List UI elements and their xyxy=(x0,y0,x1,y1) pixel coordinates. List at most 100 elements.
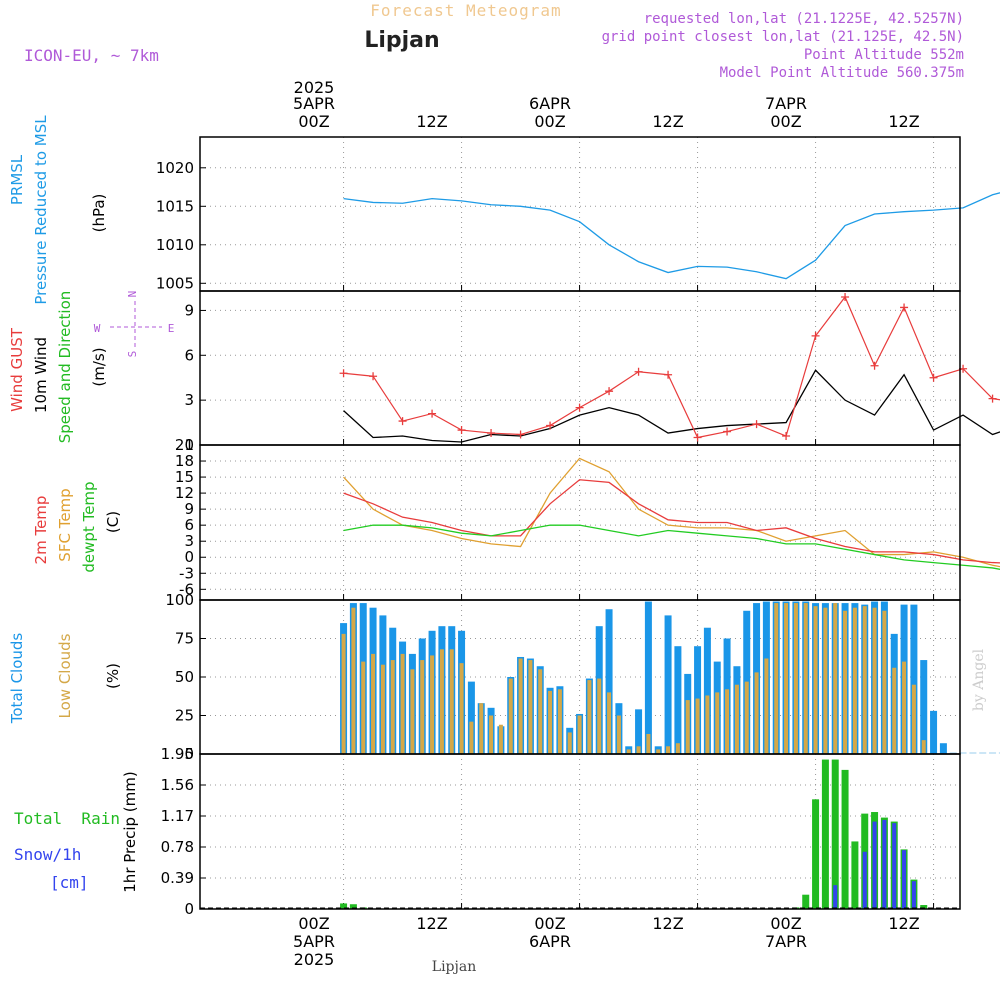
tsfc-label: SFC Temp xyxy=(56,488,74,561)
wind-side-labels: Wind GUST 10m Wind Speed and Direction (… xyxy=(8,291,174,444)
low-cloud-bar xyxy=(430,655,435,754)
precipitation-ytick-label: 0.39 xyxy=(161,869,194,887)
wind-mean-line xyxy=(343,369,1000,443)
precipitation-ytick-label: 0 xyxy=(184,900,194,918)
gust-marker xyxy=(546,421,555,430)
total-cloud-bar xyxy=(605,609,613,754)
temperature-frame xyxy=(199,444,961,601)
wind-ytick-label: 3 xyxy=(184,391,194,409)
rain-bar xyxy=(920,905,928,909)
precipitation-frame xyxy=(199,753,961,910)
low-cloud-bar xyxy=(725,689,730,754)
pressure-panel: 1005 1010 1015 1020 xyxy=(156,137,960,292)
rain-bar xyxy=(349,904,357,909)
top-time-0: 00Z xyxy=(298,112,329,131)
top-time-5: 12Z xyxy=(888,112,919,131)
temperature-ytick-label: 21 xyxy=(175,436,194,454)
gust-marker xyxy=(723,427,732,436)
precipitation-panel: 0 0.39 0.78 1.17 1.56 1.95 xyxy=(161,745,960,918)
low-cloud-bar xyxy=(793,603,798,754)
low-cloud-bar xyxy=(666,746,671,754)
t2m-label: 2m Temp xyxy=(32,496,50,565)
low-cloud-bar xyxy=(439,649,444,754)
low-cloud-bar xyxy=(902,661,907,754)
low-cloud-bar xyxy=(813,606,818,754)
pressure-ytick-label: 1020 xyxy=(156,159,194,177)
low-cloud-bar xyxy=(587,680,592,754)
pressure-ytick-label: 1005 xyxy=(156,274,194,292)
total-cloud-bar xyxy=(635,709,643,754)
low-cloud-bar xyxy=(420,660,425,754)
top-time-4: 00Z xyxy=(770,112,801,131)
bottom-time-axis: 00Z 12Z 00Z 12Z 00Z 12Z 5APR 6APR 7APR 2… xyxy=(293,914,920,969)
low-cloud-bar xyxy=(656,749,661,754)
precipitation-ytick-label: 0.78 xyxy=(161,838,194,856)
snow-label: Snow/1h xyxy=(14,845,81,864)
bottom-date-2: 6APR xyxy=(529,932,571,951)
low-cloud-bar xyxy=(577,715,582,754)
compass-n: N xyxy=(126,291,139,298)
low-clouds-label: Low Clouds xyxy=(56,633,74,718)
bottom-date-0: 5APR xyxy=(293,932,335,951)
low-cloud-bar xyxy=(803,603,808,754)
wind-ytick-label: 0 xyxy=(184,436,194,454)
low-cloud-bar xyxy=(341,633,346,754)
temperature-ytick-label: 0 xyxy=(184,548,194,566)
bottom-date-4: 7APR xyxy=(765,932,807,951)
model-altitude: Model Point Altitude 560.375m xyxy=(720,65,964,81)
low-cloud-bar xyxy=(852,607,857,754)
total-cloud-bar xyxy=(930,710,938,754)
low-cloud-bar xyxy=(843,610,848,754)
temp-side-labels: 2m Temp SFC Temp dewpt Temp (C) xyxy=(32,481,122,572)
snow-bar xyxy=(911,881,916,909)
wind-gust-label: Wind GUST xyxy=(8,327,26,412)
cloud-unit: (%) xyxy=(104,663,122,689)
gust-marker xyxy=(634,367,643,376)
requested-coords: requested lon,lat (21.1225E, 42.5257N) xyxy=(644,11,964,27)
low-cloud-bar xyxy=(508,678,513,754)
wind-unit: (m/s) xyxy=(90,347,108,386)
model-label: ICON-EU, ~ 7km xyxy=(24,46,159,65)
total-clouds-label: Total Clouds xyxy=(8,633,26,725)
rain-bar xyxy=(812,799,820,909)
gust-marker xyxy=(339,369,348,378)
low-cloud-bar xyxy=(823,607,828,754)
clouds-ytick-label: 50 xyxy=(175,668,194,686)
temperature-ytick-label: 15 xyxy=(175,468,194,486)
gust-marker xyxy=(900,303,909,312)
snow-bar xyxy=(833,885,838,909)
low-cloud-bar xyxy=(921,740,926,754)
precipitation-ytick-label: 1.95 xyxy=(161,745,194,763)
rain-bar xyxy=(851,841,859,909)
low-cloud-bar xyxy=(498,724,503,754)
clouds-ytick-label: 75 xyxy=(175,630,194,648)
temperature-ytick-label: 9 xyxy=(184,500,194,518)
low-cloud-bar xyxy=(833,603,838,754)
sfc-temp-line xyxy=(343,457,1000,568)
bottom-time-3: 12Z xyxy=(652,914,683,933)
wind-ytick-label: 6 xyxy=(184,346,194,364)
low-cloud-bar xyxy=(380,664,385,754)
low-cloud-bar xyxy=(489,715,494,754)
low-cloud-bar xyxy=(410,669,415,754)
gust-marker xyxy=(398,417,407,426)
top-time-3: 12Z xyxy=(652,112,683,131)
clouds-ytick-label: 25 xyxy=(175,707,194,725)
top-date-4: 7APR xyxy=(765,94,807,113)
low-cloud-bar xyxy=(892,667,897,754)
dewpt-label: dewpt Temp xyxy=(80,481,98,572)
low-cloud-bar xyxy=(371,653,376,754)
total-cloud-bar xyxy=(703,627,711,754)
gust-marker xyxy=(575,403,584,412)
bottom-time-2: 00Z xyxy=(534,914,565,933)
bottom-time-1: 12Z xyxy=(416,914,447,933)
closest-coords: grid point closest lon,lat (21.125E, 42.… xyxy=(602,29,964,45)
rain-bar xyxy=(340,903,348,909)
temperature-ytick-label: 12 xyxy=(175,484,194,502)
low-cloud-bar xyxy=(538,669,543,754)
top-date-0: 5APR xyxy=(293,94,335,113)
low-cloud-bar xyxy=(774,603,779,754)
temperature-ytick-label: -3 xyxy=(179,564,194,582)
compass-s: S xyxy=(126,351,139,358)
